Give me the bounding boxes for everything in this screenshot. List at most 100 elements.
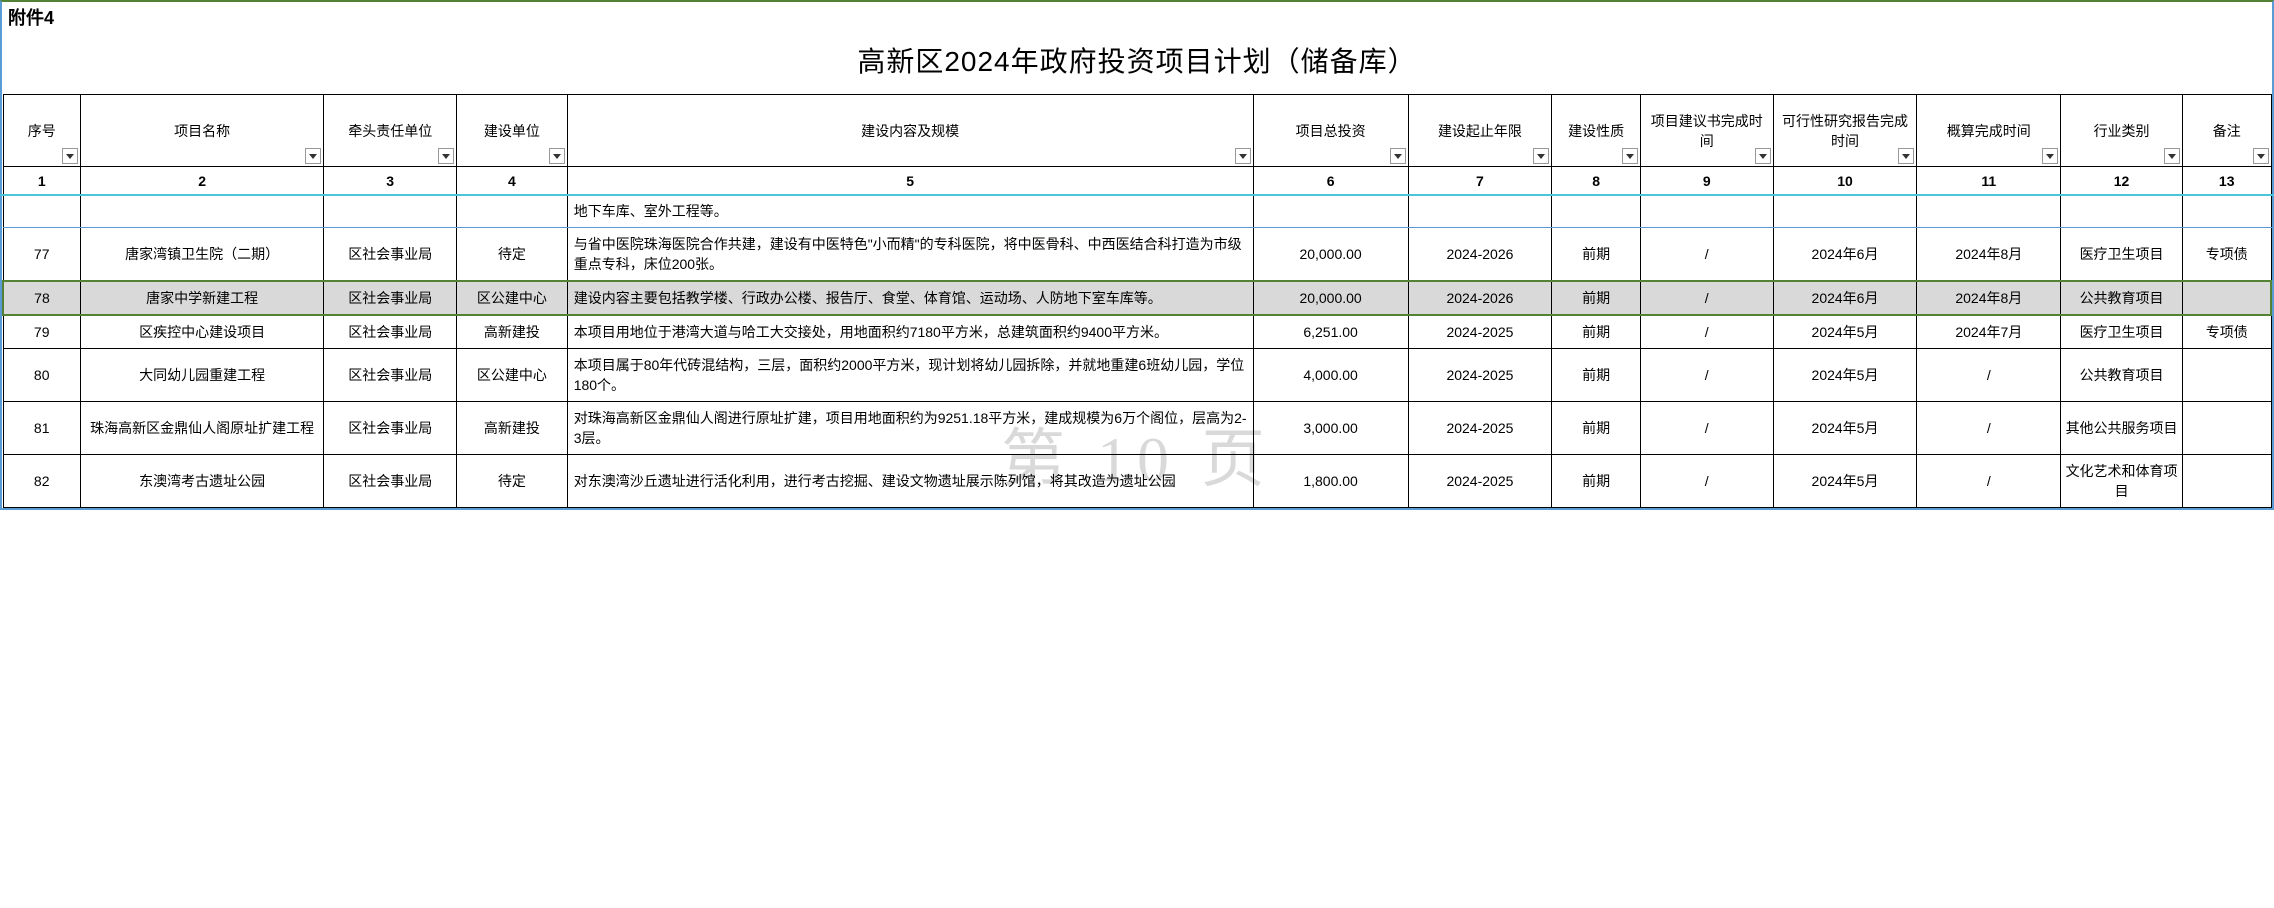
cell-invest: 6,251.00 <box>1253 315 1408 349</box>
filter-dropdown-icon[interactable] <box>2164 148 2180 164</box>
column-number: 4 <box>457 167 568 195</box>
cell-nature: 前期 <box>1552 281 1641 315</box>
cell-lead: 区社会事业局 <box>324 349 457 402</box>
cell-remark <box>2182 281 2271 315</box>
column-header: 项目建议书完成时间 <box>1640 95 1773 167</box>
filter-dropdown-icon[interactable] <box>1898 148 1914 164</box>
cell-p2: 2024年5月 <box>1773 402 1917 455</box>
column-header-label: 建设性质 <box>1568 123 1624 139</box>
filter-dropdown-icon[interactable] <box>1390 148 1406 164</box>
cell-name: 大同幼儿园重建工程 <box>80 349 323 402</box>
cell-invest: 20,000.00 <box>1253 281 1408 315</box>
attachment-label: 附件4 <box>2 2 2272 32</box>
filter-dropdown-icon[interactable] <box>62 148 78 164</box>
cell-name: 区疾控中心建设项目 <box>80 315 323 349</box>
filter-dropdown-icon[interactable] <box>2042 148 2058 164</box>
table-body: 地下车库、室外工程等。77唐家湾镇卫生院（二期）区社会事业局待定与省中医院珠海医… <box>3 195 2271 508</box>
cell-lead: 区社会事业局 <box>324 402 457 455</box>
cell-p1: / <box>1640 402 1773 455</box>
column-header-label: 可行性研究报告完成时间 <box>1782 113 1908 149</box>
column-header-label: 备注 <box>2213 123 2241 139</box>
cell-empty <box>1408 195 1552 228</box>
filter-dropdown-icon[interactable] <box>549 148 565 164</box>
cell-p2: 2024年5月 <box>1773 315 1917 349</box>
column-header: 牵头责任单位 <box>324 95 457 167</box>
cell-lead: 区社会事业局 <box>324 281 457 315</box>
cell-p1: / <box>1640 455 1773 508</box>
cell-p1: / <box>1640 281 1773 315</box>
cell-nature: 前期 <box>1552 349 1641 402</box>
cell-p1: / <box>1640 315 1773 349</box>
cell-invest: 4,000.00 <box>1253 349 1408 402</box>
cell-name: 唐家中学新建工程 <box>80 281 323 315</box>
column-header-label: 项目总投资 <box>1296 123 1366 139</box>
column-number: 7 <box>1408 167 1552 195</box>
cell-name: 东澳湾考古遗址公园 <box>80 455 323 508</box>
column-header: 概算完成时间 <box>1917 95 2061 167</box>
cell-invest: 3,000.00 <box>1253 402 1408 455</box>
cell-empty <box>2182 195 2271 228</box>
cell-lead: 区社会事业局 <box>324 228 457 282</box>
column-header-label: 行业类别 <box>2094 123 2150 139</box>
cell-nature: 前期 <box>1552 455 1641 508</box>
cell-empty <box>3 195 80 228</box>
column-number: 1 <box>3 167 80 195</box>
cell-remark <box>2182 455 2271 508</box>
filter-dropdown-icon[interactable] <box>1235 148 1251 164</box>
column-header: 行业类别 <box>2061 95 2183 167</box>
page-title: 高新区2024年政府投资项目计划（储备库） <box>2 32 2272 94</box>
cell-seq: 79 <box>3 315 80 349</box>
cell-lead: 区社会事业局 <box>324 455 457 508</box>
cell-empty <box>457 195 568 228</box>
cell-cat: 公共教育项目 <box>2061 281 2183 315</box>
cell-p2: 2024年5月 <box>1773 455 1917 508</box>
table-header-row: 序号项目名称牵头责任单位建设单位建设内容及规模项目总投资建设起止年限建设性质项目… <box>3 95 2271 167</box>
cell-remark <box>2182 349 2271 402</box>
column-header: 建设性质 <box>1552 95 1641 167</box>
column-header: 建设起止年限 <box>1408 95 1552 167</box>
column-header: 建设内容及规模 <box>567 95 1253 167</box>
cell-empty <box>324 195 457 228</box>
column-header-label: 建设起止年限 <box>1438 123 1522 139</box>
cell-content: 本项目属于80年代砖混结构，三层，面积约2000平方米，现计划将幼儿园拆除，并就… <box>567 349 1253 402</box>
filter-dropdown-icon[interactable] <box>305 148 321 164</box>
cell-seq: 81 <box>3 402 80 455</box>
filter-dropdown-icon[interactable] <box>1755 148 1771 164</box>
cell-p3: 2024年8月 <box>1917 228 2061 282</box>
cell-seq: 78 <box>3 281 80 315</box>
cell-remark: 专项债 <box>2182 315 2271 349</box>
column-header: 建设单位 <box>457 95 568 167</box>
cell-p1: / <box>1640 228 1773 282</box>
cell-cat: 其他公共服务项目 <box>2061 402 2183 455</box>
table-row: 77唐家湾镇卫生院（二期）区社会事业局待定与省中医院珠海医院合作共建，建设有中医… <box>3 228 2271 282</box>
filter-dropdown-icon[interactable] <box>1533 148 1549 164</box>
cell-empty <box>1773 195 1917 228</box>
column-number: 13 <box>2182 167 2271 195</box>
cell-content: 本项目用地位于港湾大道与哈工大交接处，用地面积约7180平方米，总建筑面积约94… <box>567 315 1253 349</box>
column-header-label: 项目建议书完成时间 <box>1651 113 1763 149</box>
table-column-number-row: 12345678910111213 <box>3 167 2271 195</box>
filter-dropdown-icon[interactable] <box>2253 148 2269 164</box>
cell-p2: 2024年5月 <box>1773 349 1917 402</box>
freeze-pane-line <box>0 194 2274 196</box>
cell-seq: 80 <box>3 349 80 402</box>
cell-content: 建设内容主要包括教学楼、行政办公楼、报告厅、食堂、体育馆、运动场、人防地下室车库… <box>567 281 1253 315</box>
column-number: 11 <box>1917 167 2061 195</box>
cell-p3: / <box>1917 455 2061 508</box>
column-number: 3 <box>324 167 457 195</box>
cell-build: 区公建中心 <box>457 281 568 315</box>
cell-content: 与省中医院珠海医院合作共建，建设有中医特色"小而精"的专科医院，将中医骨科、中西… <box>567 228 1253 282</box>
column-header: 项目名称 <box>80 95 323 167</box>
cell-content: 对东澳湾沙丘遗址进行活化利用，进行考古挖掘、建设文物遗址展示陈列馆，将其改造为遗… <box>567 455 1253 508</box>
cell-invest: 20,000.00 <box>1253 228 1408 282</box>
cell-cat: 医疗卫生项目 <box>2061 315 2183 349</box>
cell-seq: 77 <box>3 228 80 282</box>
cell-cat: 医疗卫生项目 <box>2061 228 2183 282</box>
table-row: 79区疾控中心建设项目区社会事业局高新建投本项目用地位于港湾大道与哈工大交接处，… <box>3 315 2271 349</box>
cell-cat: 公共教育项目 <box>2061 349 2183 402</box>
cell-invest: 1,800.00 <box>1253 455 1408 508</box>
table-row: 82东澳湾考古遗址公园区社会事业局待定对东澳湾沙丘遗址进行活化利用，进行考古挖掘… <box>3 455 2271 508</box>
filter-dropdown-icon[interactable] <box>1622 148 1638 164</box>
filter-dropdown-icon[interactable] <box>438 148 454 164</box>
cell-build: 高新建投 <box>457 402 568 455</box>
